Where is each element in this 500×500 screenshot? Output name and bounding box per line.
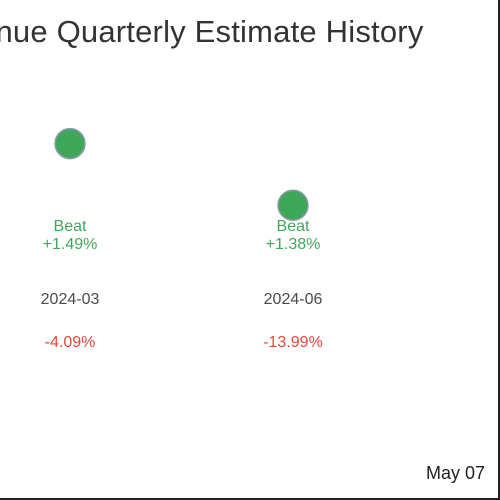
surprise-percent: +1.49% xyxy=(42,236,98,253)
estimate-marker-2024-06 xyxy=(277,189,309,221)
change-label-20: -2 xyxy=(436,334,500,352)
result-label-20: M-2 xyxy=(436,218,500,254)
result-label-2024-06: Beat +1.38% xyxy=(213,218,373,254)
result-text: M xyxy=(436,218,500,236)
period-label-2024-03: 2024-03 xyxy=(40,291,100,308)
period-label-20: 20 xyxy=(436,291,500,309)
chart-title: enue Quarterly Estimate History xyxy=(0,14,424,49)
result-label-2024-03: Beat +1.49% xyxy=(0,218,150,254)
estimate-marker-2024-03 xyxy=(54,127,86,160)
result-text: Beat xyxy=(53,218,87,235)
date-stamp: May 07 xyxy=(426,463,486,483)
surprise-percent: +1.38% xyxy=(265,236,321,253)
change-label-2024-06: -13.99% xyxy=(263,334,323,351)
surprise-percent: -2 xyxy=(436,236,500,254)
result-text: Beat xyxy=(276,218,310,235)
period-label-2024-06: 2024-06 xyxy=(263,291,323,308)
change-label-2024-03: -4.09% xyxy=(44,334,96,351)
